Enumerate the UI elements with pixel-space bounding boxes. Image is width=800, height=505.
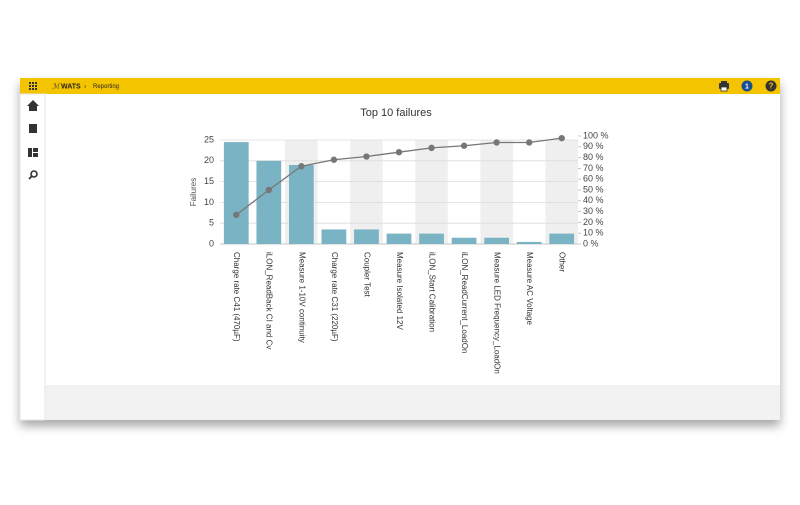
x-tick-label: Other (558, 252, 567, 272)
cumulative-point (493, 139, 500, 146)
bar (549, 233, 575, 244)
footer (45, 385, 780, 420)
y2-tick-label: 0 % (583, 238, 599, 248)
bar (354, 229, 379, 244)
top-bar (20, 78, 780, 94)
bar (288, 164, 314, 244)
chart-title: Top 10 failures (360, 107, 432, 119)
bar (223, 142, 249, 244)
y2-tick-label: 50 % (583, 184, 604, 194)
y2-tick-label: 60 % (583, 174, 604, 184)
y2-tick-label: 90 % (583, 141, 604, 151)
notification-badge[interactable] (741, 80, 753, 92)
cumulative-point (558, 134, 565, 142)
y2-tick-label: 70 % (583, 163, 604, 173)
home-icon[interactable] (27, 100, 39, 111)
y-tick-label: 15 (204, 176, 214, 186)
y2-tick-label: 30 % (583, 206, 604, 216)
bar (419, 233, 444, 244)
x-tick-label: Charge rate C41 (470µF) (232, 252, 241, 342)
bar (484, 237, 510, 244)
y2-tick-label: 80 % (583, 152, 604, 162)
logo-mark: ℳ (52, 82, 61, 90)
x-tick-label: iLON_ReadCurrent_LoadOn (460, 252, 469, 353)
bar (386, 233, 412, 244)
x-tick-label: Measure 1-10V continuity (297, 252, 306, 343)
sidebar (19, 93, 46, 421)
app-name[interactable]: WATS (61, 83, 81, 90)
y2-tick-label: 40 % (583, 195, 604, 205)
column-band (415, 140, 448, 244)
x-tick-label: Measure AC Voltage (525, 252, 534, 325)
y2-tick-label: 10 % (583, 228, 604, 238)
y2-tick-label: 100 % (583, 130, 609, 140)
x-tick-label: Charge rate C31 (220µF) (330, 252, 339, 342)
y2-tick-label: 20 % (583, 217, 604, 227)
dashboard-icon[interactable] (28, 148, 38, 157)
y-tick-label: 0 (209, 238, 214, 248)
y-tick-label: 10 (204, 197, 214, 207)
x-tick-label: iLON_Start Calibration (427, 252, 436, 332)
cumulative-point (395, 149, 403, 156)
cumulative-point (460, 142, 468, 149)
cumulative-point (330, 156, 338, 163)
apps-icon[interactable] (29, 82, 37, 90)
bar (516, 241, 542, 244)
x-tick-label: Coupler Test (362, 252, 371, 298)
print-icon[interactable] (719, 81, 729, 92)
notification-count: 1 (745, 83, 749, 90)
column-band (545, 140, 578, 244)
bar (256, 160, 282, 244)
help-button[interactable] (765, 80, 777, 92)
search-icon[interactable] (28, 170, 38, 180)
report-icon[interactable] (29, 124, 37, 133)
cumulative-point (298, 163, 305, 170)
bar (321, 229, 347, 244)
plot: 0 5 10 15 20 25 0 %10 %20 %30 %40 %50 %60 %70 … (204, 130, 609, 373)
breadcrumb-page[interactable]: Reporting (93, 84, 119, 90)
cumulative-point (265, 186, 273, 194)
x-tick-label: Measure Isolated 12V (395, 252, 404, 330)
cumulative-point (363, 153, 370, 160)
x-tick-label: Measure LED Frequency_LoadOn (493, 252, 502, 374)
cumulative-point (525, 139, 533, 146)
cumulative-point (428, 144, 435, 152)
column-band (480, 140, 513, 244)
y-axis-title: Failures (189, 178, 198, 206)
y-tick-label: 20 (204, 155, 214, 165)
x-tick-label: iLON_ReadBack CI and Cv (265, 252, 274, 349)
window (20, 78, 780, 420)
y-tick-label: 5 (209, 218, 214, 228)
cumulative-point (233, 211, 240, 219)
y-tick-label: 25 (204, 134, 214, 144)
breadcrumb-separator: › (84, 83, 87, 90)
help-label: ? (769, 82, 774, 91)
bar (451, 237, 477, 244)
